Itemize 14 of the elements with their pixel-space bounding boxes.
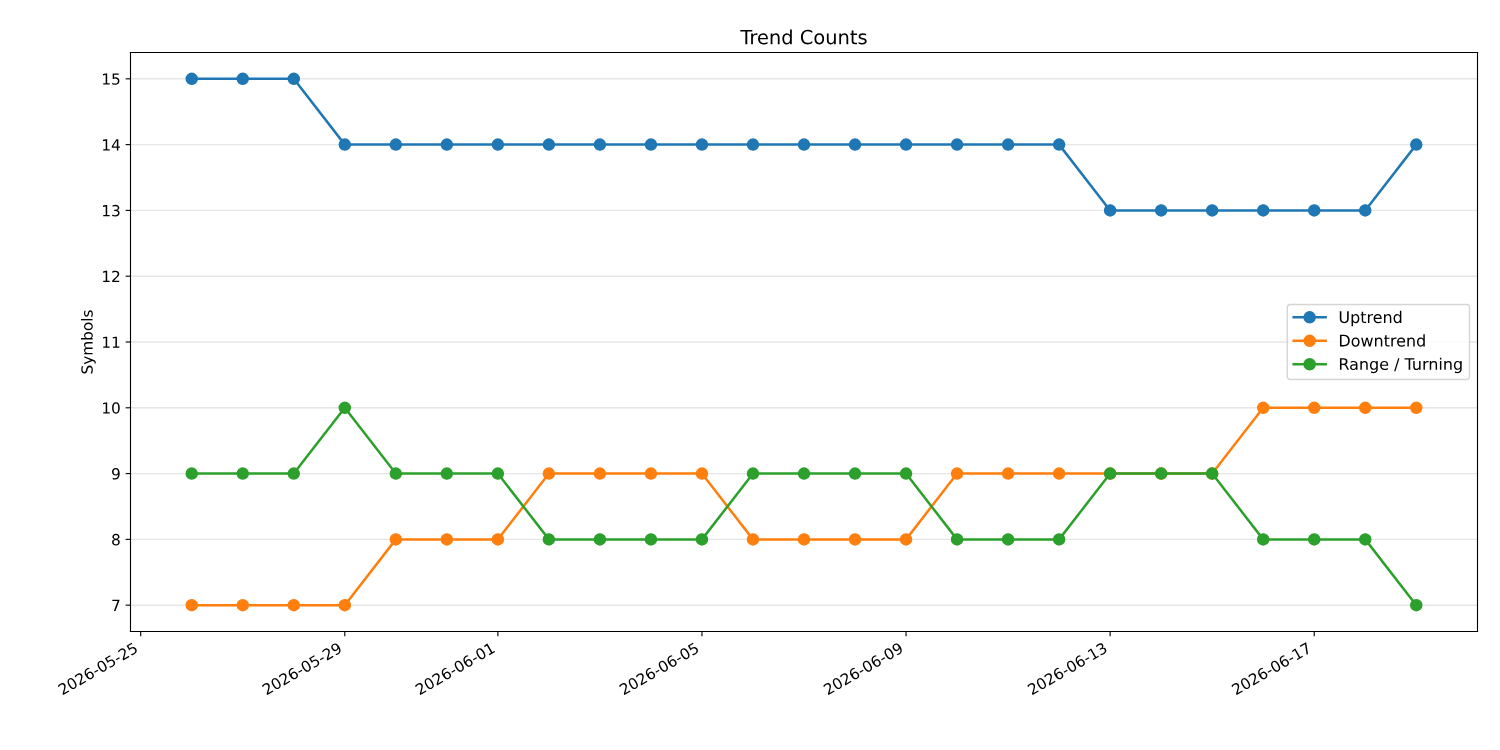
legend-label: Uptrend bbox=[1339, 310, 1402, 327]
y-tick-label: 9 bbox=[112, 468, 120, 480]
y-tick-label: 13 bbox=[103, 204, 120, 217]
y-tick-label: 14 bbox=[103, 139, 120, 151]
y-tick-label: 11 bbox=[103, 336, 120, 348]
legend-label: Range / Turning bbox=[1339, 357, 1462, 374]
y-tick-label: 7 bbox=[112, 599, 120, 611]
y-tick-label: 10 bbox=[103, 402, 120, 414]
y-axis-title: Symbols bbox=[81, 310, 96, 374]
y-tick-label: 15 bbox=[103, 73, 120, 85]
y-tick-label: 12 bbox=[103, 270, 120, 283]
legend-label: Downtrend bbox=[1339, 334, 1425, 347]
chart-title: Trend Counts bbox=[740, 29, 867, 45]
y-tick-label: 8 bbox=[112, 533, 120, 546]
